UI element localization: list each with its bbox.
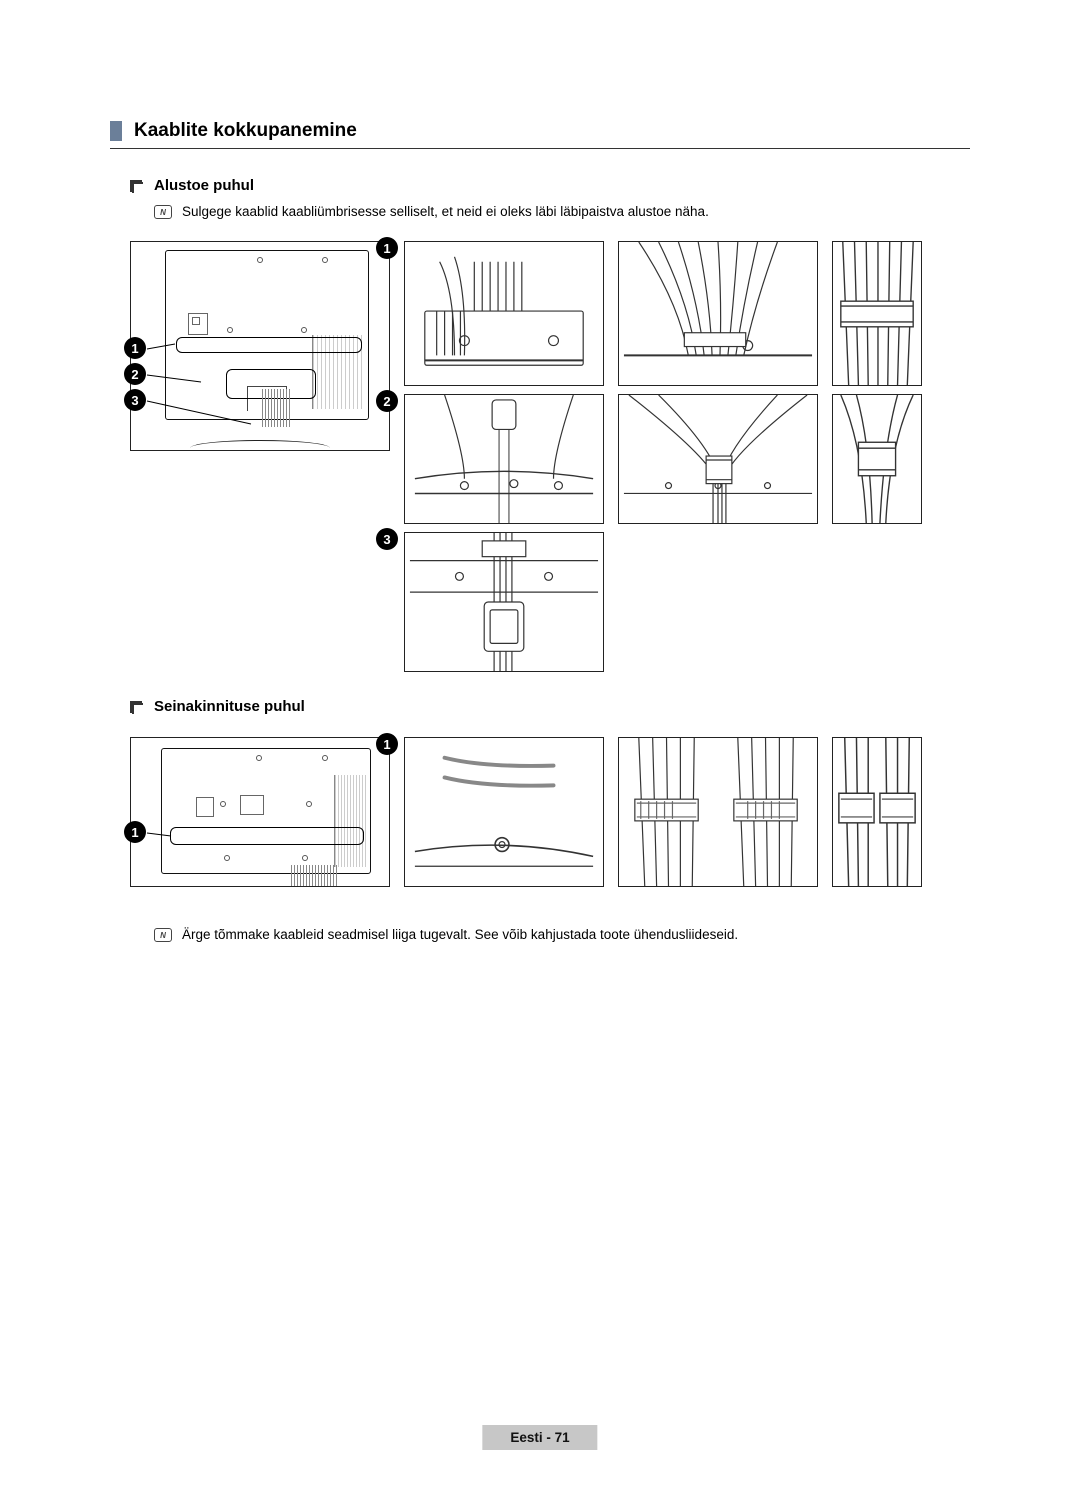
section-title: Kaablite kokkupanemine	[134, 120, 357, 142]
footer-language: Eesti	[510, 1430, 542, 1445]
detail-badge-3: 3	[376, 528, 398, 550]
note-icon: N	[154, 928, 172, 942]
wall-detail-1c	[832, 737, 922, 887]
wall-detail-1b	[618, 737, 818, 887]
subsection-wallmount: Seinakinnituse puhul	[130, 698, 970, 715]
subsection-header: Alustoe puhul	[130, 177, 970, 194]
wall-callout-1: 1	[124, 821, 146, 843]
section-header: Kaablite kokkupanemine	[110, 120, 970, 149]
subsection-title: Alustoe puhul	[154, 177, 254, 194]
wall-detail-badge-1: 1	[376, 733, 398, 755]
tv-back-wall-diagram	[130, 737, 390, 887]
detail-badge-2: 2	[376, 390, 398, 412]
detail-2c	[832, 394, 922, 524]
detail-1a	[404, 241, 604, 386]
note-icon: N	[154, 205, 172, 219]
section-accent-bar	[110, 121, 122, 141]
tv-panel	[130, 241, 390, 451]
detail-1-wrap: 1	[404, 241, 604, 386]
note-row-2: N Ärge tõmmake kaableid seadmisel liiga …	[154, 927, 970, 942]
detail-2b	[618, 394, 818, 524]
tv-back-wall-wrap: 1	[130, 737, 390, 887]
detail-2a	[404, 394, 604, 524]
wall-detail-1a	[404, 737, 604, 887]
bullet-icon	[130, 180, 142, 192]
subsection-stand: Alustoe puhul N Sulgege kaablid kaabliüm…	[130, 177, 970, 219]
footer-sep: -	[543, 1430, 555, 1445]
note-text: Sulgege kaablid kaabliümbrisesse sellise…	[182, 204, 709, 219]
subsection-title-2: Seinakinnituse puhul	[154, 698, 305, 715]
detail-2-wrap: 2	[404, 394, 604, 524]
bullet-icon	[130, 701, 142, 713]
footer-page: 71	[555, 1430, 570, 1445]
page-footer: Eesti - 71	[482, 1425, 597, 1450]
detail-1b	[618, 241, 818, 386]
note-row: N Sulgege kaablid kaabliümbrisesse selli…	[154, 204, 970, 219]
tv-back-stand-diagram: 1 2 3	[130, 241, 390, 451]
detail-1c	[832, 241, 922, 386]
detail-3	[404, 532, 604, 672]
subsection-header-2: Seinakinnituse puhul	[130, 698, 970, 715]
diagram-grid-stand: 1 2 3	[130, 241, 970, 672]
detail-badge-1: 1	[376, 237, 398, 259]
diagram-grid-wallmount: 1 1	[130, 737, 970, 887]
callout-3: 3	[124, 389, 146, 411]
detail-3-wrap: 3	[404, 532, 604, 672]
note-text-2: Ärge tõmmake kaableid seadmisel liiga tu…	[182, 927, 738, 942]
callout-2: 2	[124, 363, 146, 385]
wall-detail-1-wrap: 1	[404, 737, 604, 887]
callout-1: 1	[124, 337, 146, 359]
